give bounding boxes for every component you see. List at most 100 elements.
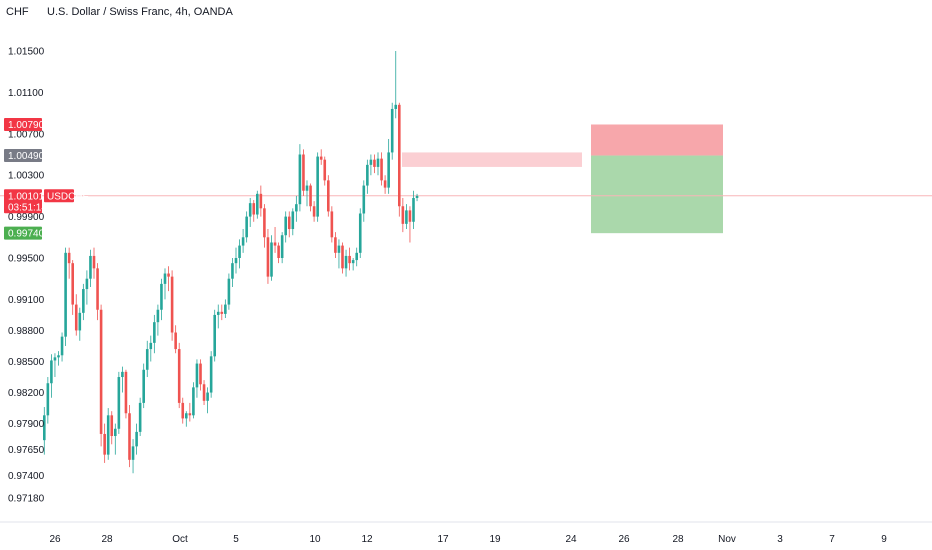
candle (383, 175, 387, 194)
price-tick-label: 1.00300 (8, 171, 45, 182)
candle (78, 307, 82, 341)
candle (227, 273, 231, 310)
candle (181, 397, 185, 424)
candle (284, 211, 287, 243)
candle (238, 239, 241, 269)
candle (206, 387, 209, 414)
candle (85, 270, 89, 305)
candle (53, 353, 57, 378)
symbol-tag: USDCHF (44, 189, 89, 203)
candle (366, 159, 369, 194)
price-tick-label: 0.99900 (8, 212, 45, 223)
time-tick-label: 26 (618, 534, 630, 545)
time-tick-label: 17 (437, 534, 449, 545)
time-tick-label: 28 (101, 534, 113, 545)
candle (177, 342, 181, 409)
time-tick-label: 24 (565, 534, 577, 545)
candle (327, 175, 330, 217)
candle (216, 304, 220, 329)
time-tick-label: 9 (881, 534, 887, 545)
svg-text:USDCHF: USDCHF (47, 191, 89, 202)
candle (71, 260, 74, 315)
candle (408, 206, 412, 243)
candle (163, 268, 167, 300)
candle (110, 411, 114, 445)
take-profit-zone[interactable] (591, 155, 723, 234)
candle (277, 242, 280, 264)
price-tick-label: 0.97180 (8, 494, 45, 505)
time-axis[interactable]: 26 28 Oct 5 10 12 17 19 24 26 28 Nov 3 7 9 (0, 521, 932, 545)
candle (103, 423, 106, 463)
candle (170, 270, 174, 341)
candle (380, 152, 383, 186)
candle (298, 144, 302, 212)
candle (241, 229, 245, 253)
price-tick-label: 0.99500 (8, 254, 45, 265)
candle (337, 239, 341, 269)
candle (330, 206, 334, 243)
candle (302, 149, 305, 196)
candle (57, 351, 60, 366)
price-tick-label: 0.98200 (8, 388, 45, 399)
time-tick-label: 7 (829, 534, 835, 545)
candle (295, 195, 298, 222)
candle (373, 154, 376, 174)
target-badge: 0.99740 (4, 226, 45, 240)
candle (131, 439, 135, 474)
candle (192, 382, 195, 419)
candle (316, 152, 319, 222)
svg-text:0.99740: 0.99740 (8, 229, 45, 240)
candle (362, 180, 366, 222)
price-tick-label: 1.01100 (8, 88, 44, 99)
candle (128, 404, 131, 468)
candle (412, 190, 415, 230)
price-tick-label: 0.97900 (8, 419, 45, 430)
candle (167, 266, 170, 292)
candle (323, 156, 327, 186)
candle (213, 309, 216, 362)
candle (156, 304, 160, 336)
candle (256, 190, 259, 219)
candle (273, 226, 277, 253)
candle (390, 102, 394, 160)
candle (224, 299, 227, 319)
time-tick-label: 3 (777, 534, 783, 545)
candle (394, 51, 398, 119)
stop-badge: 1.00790 (4, 117, 45, 131)
supply-zone[interactable] (402, 152, 582, 167)
axis-currency-label: CHF (6, 6, 29, 18)
candle (415, 193, 419, 202)
zones (402, 124, 723, 234)
candle (153, 314, 156, 354)
candle (234, 247, 238, 274)
time-tick-label: 19 (489, 534, 501, 545)
candles (43, 51, 419, 474)
candle (50, 354, 53, 398)
candle (188, 402, 192, 422)
candle (209, 351, 213, 398)
candle (74, 294, 78, 336)
candle (358, 208, 362, 258)
candle (185, 411, 188, 427)
candle (245, 211, 248, 243)
candle (266, 229, 270, 284)
candle (202, 380, 206, 405)
candle (67, 247, 71, 279)
candle (124, 369, 128, 419)
stop-loss-zone[interactable] (591, 124, 723, 156)
time-tick-label: 28 (672, 534, 684, 545)
price-tick-label: 0.98500 (8, 357, 45, 368)
candle (248, 197, 252, 227)
price-axis[interactable]: 1.01500 1.01100 1.00700 1.00300 0.99900 0.995… (8, 47, 45, 505)
candle (99, 304, 103, 447)
candle (174, 325, 177, 354)
candle (142, 363, 145, 409)
candle (252, 200, 256, 222)
candle (401, 197, 405, 233)
candle (220, 304, 224, 321)
candle (160, 278, 163, 321)
price-tick-label: 0.97400 (8, 471, 45, 482)
candle (114, 423, 117, 455)
